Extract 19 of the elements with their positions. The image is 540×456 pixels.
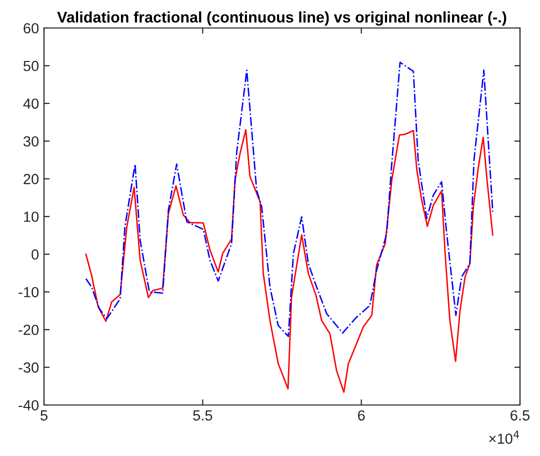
y-tick-label: -20 <box>18 324 39 336</box>
y-tick-label: 50 <box>24 60 39 72</box>
y-tick-label: 10 <box>24 212 39 222</box>
y-tick-label: -40 <box>18 400 39 410</box>
chart-title: Validation fractional (continuous line) vs original nonlinear (-.) <box>57 11 506 26</box>
y-tick-label: 20 <box>24 174 39 184</box>
y-tick-label: -10 <box>18 287 39 298</box>
line-series <box>85 62 494 338</box>
y-tick-label: 30 <box>23 136 39 147</box>
y-tick-label: 60 <box>24 23 39 34</box>
x-tick-label: 5.5 <box>193 410 212 421</box>
x-tick-label: 6 <box>358 410 365 421</box>
text: ×10$^{4}$ <box>489 430 520 444</box>
y-tick-label: 40 <box>23 98 39 109</box>
line-series <box>85 129 494 393</box>
y-tick-label: 0 <box>32 249 39 260</box>
x-tick-label: 6.5 <box>510 410 530 421</box>
y-tick-label: -30 <box>18 362 39 373</box>
x-tick-label: 5 <box>40 410 48 421</box>
